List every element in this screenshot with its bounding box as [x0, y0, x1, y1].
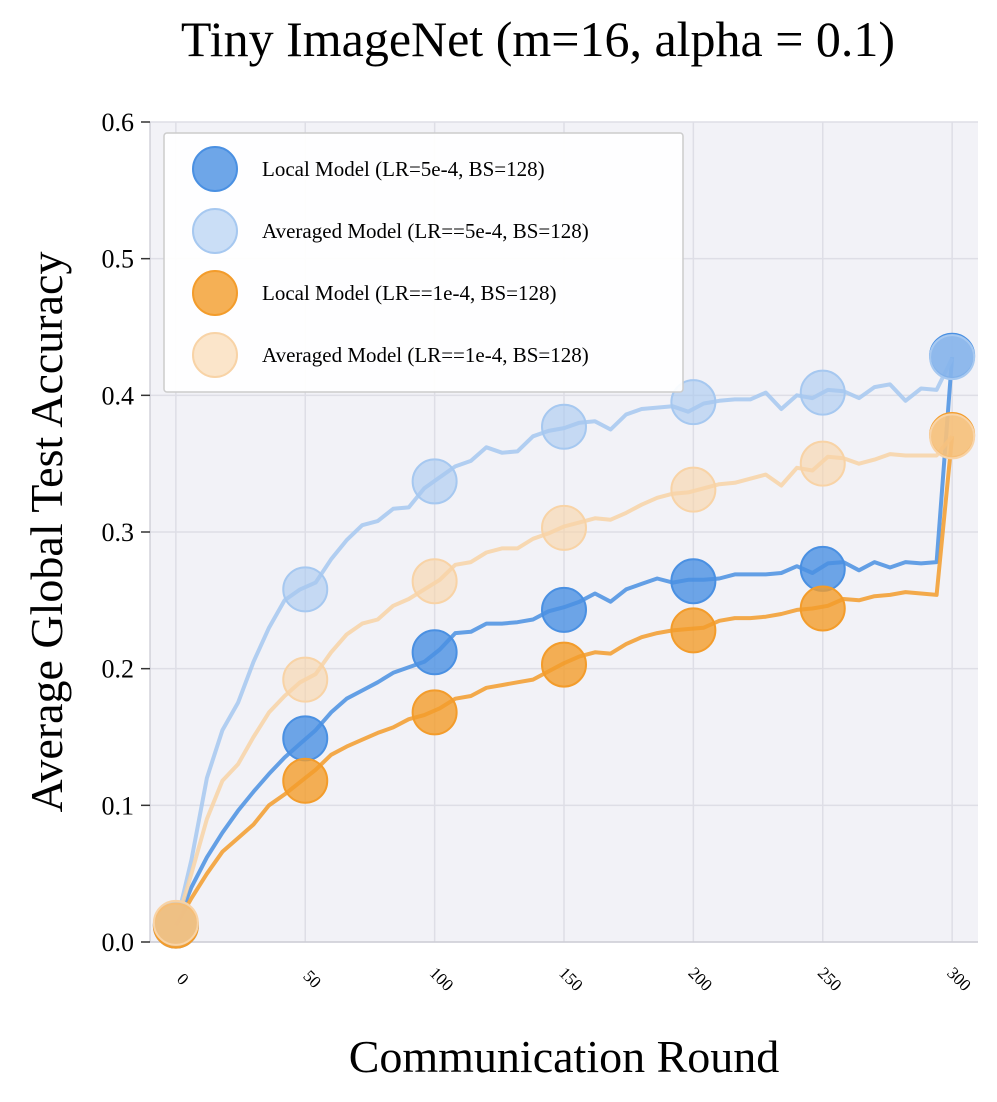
series-3-marker-5	[799, 440, 846, 487]
y-tick-label-5: 0.5	[102, 245, 135, 274]
series-1-marker-1	[282, 566, 329, 613]
series-1-marker-6	[929, 334, 976, 381]
series-3-marker-6	[929, 413, 976, 460]
x-axis-label: Communication Round	[349, 1031, 780, 1082]
series-3-marker-1	[282, 656, 329, 703]
legend-marker-1	[192, 208, 238, 254]
series-1-marker-2	[411, 458, 458, 505]
y-tick-label-1: 0.1	[102, 791, 135, 820]
y-axis-label: Average Global Test Accuracy	[21, 252, 72, 813]
y-tick-label-4: 0.4	[102, 381, 135, 410]
legend: Local Model (LR=5e-4, BS=128) Averaged Mo…	[163, 132, 684, 393]
chart-title: Tiny ImageNet (m=16, alpha = 0.1)	[181, 11, 895, 67]
legend-label-2: Local Model (LR==1e-4, BS=128)	[262, 281, 556, 305]
series-2-marker-2	[411, 689, 458, 736]
series-3-marker-0	[152, 899, 199, 946]
series-0-marker-3	[541, 586, 587, 633]
series-2-marker-5	[799, 585, 846, 632]
y-tick-label-2: 0.2	[102, 655, 135, 684]
series-markers	[152, 332, 976, 949]
x-tick-label-0: 0	[173, 969, 192, 988]
x-tick-label-1: 50	[299, 966, 324, 991]
legend-label-3: Averaged Model (LR==1e-4, BS=128)	[262, 343, 589, 367]
legend-marker-3	[192, 332, 238, 378]
legend-label-0: Local Model (LR=5e-4, BS=128)	[262, 157, 545, 181]
x-tick-label-6: 300	[943, 963, 974, 994]
series-3-marker-2	[411, 558, 458, 605]
series-1-marker-5	[799, 369, 846, 416]
axes	[141, 121, 978, 943]
series-3-marker-3	[541, 504, 587, 551]
legend-marker-0	[192, 146, 238, 192]
series-3-marker-4	[670, 466, 717, 513]
y-tick-label-0: 0.0	[102, 928, 135, 957]
x-tick-label-4: 200	[685, 963, 716, 994]
series-2-marker-3	[541, 641, 587, 688]
x-tick-label-2: 100	[426, 963, 457, 994]
series-0-marker-4	[670, 558, 717, 605]
y-tick-label-3: 0.3	[102, 518, 135, 547]
legend-box	[163, 132, 684, 393]
series-2-marker-4	[670, 607, 717, 654]
series-0-marker-5	[799, 545, 846, 592]
x-tick-label-3: 150	[555, 963, 586, 994]
series-1-marker-3	[541, 403, 587, 450]
legend-marker-2	[192, 270, 238, 316]
legend-label-1: Averaged Model (LR==5e-4, BS=128)	[262, 219, 589, 243]
series-0-marker-1	[282, 715, 329, 762]
x-tick-label-5: 250	[814, 963, 845, 994]
series-2-marker-1	[282, 757, 329, 804]
y-tick-label-6: 0.6	[102, 108, 135, 137]
series-0-marker-2	[411, 629, 458, 676]
